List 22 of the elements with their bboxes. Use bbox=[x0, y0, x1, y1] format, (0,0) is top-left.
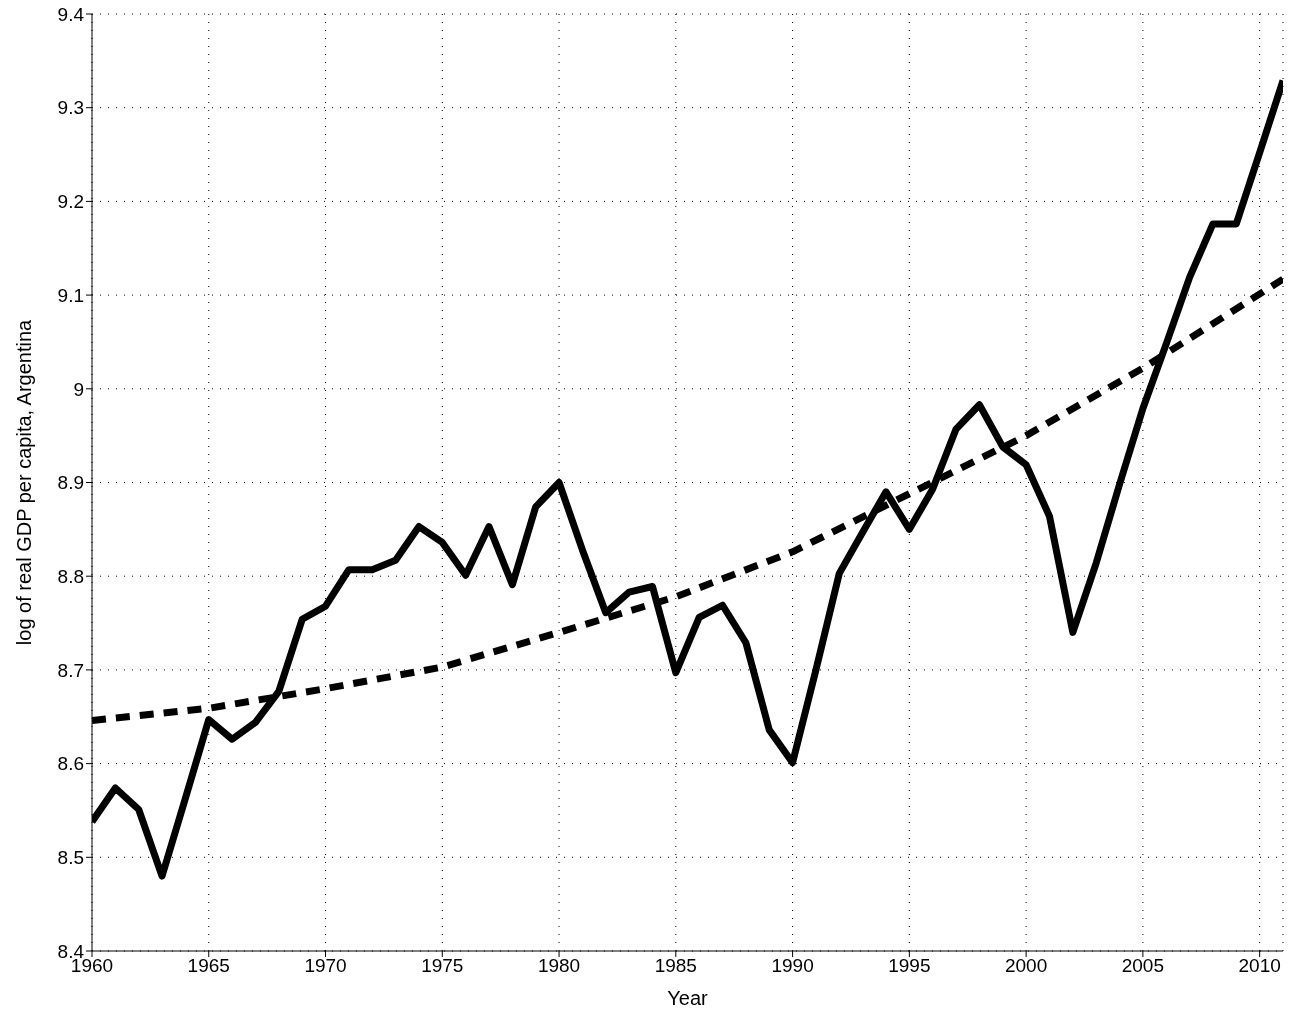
x-axis-title: Year bbox=[667, 987, 709, 1009]
x-tick-label: 1985 bbox=[654, 955, 697, 977]
y-axis-title: log of real GDP per capita, Argentina bbox=[13, 318, 36, 646]
x-tick-label: 2010 bbox=[1238, 955, 1281, 977]
x-tick-label: 2000 bbox=[1004, 955, 1048, 977]
y-tick-label: 9 bbox=[73, 378, 84, 400]
x-tick-label: 1980 bbox=[537, 955, 581, 977]
x-tick-label: 1975 bbox=[421, 955, 464, 977]
y-tick-label: 9.3 bbox=[57, 97, 84, 119]
y-tick-label: 8.5 bbox=[57, 847, 84, 869]
x-tick-label: 1970 bbox=[304, 955, 347, 977]
x-tick-label: 1965 bbox=[187, 955, 230, 977]
y-tick-label: 8.8 bbox=[57, 565, 84, 587]
x-tick-label: 1990 bbox=[771, 955, 814, 977]
y-tick-label: 9.1 bbox=[57, 284, 84, 306]
x-tick-label: 1995 bbox=[888, 955, 931, 977]
y-tick-label: 8.9 bbox=[57, 472, 84, 494]
x-tick-label: 2005 bbox=[1121, 955, 1165, 977]
y-tick-label: 9.2 bbox=[57, 191, 84, 213]
y-tick-label: 8.7 bbox=[57, 659, 84, 681]
y-tick-label: 8.6 bbox=[57, 753, 84, 775]
y-tick-label: 9.4 bbox=[57, 3, 85, 25]
